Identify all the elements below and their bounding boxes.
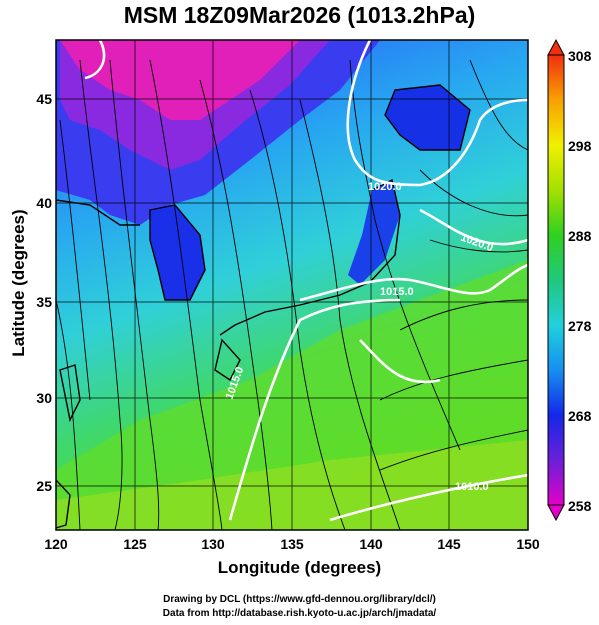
x-tick-label: 135 (280, 536, 304, 552)
x-tick-label: 120 (44, 536, 68, 552)
y-axis-label: Latitude (degrees) (9, 209, 28, 357)
x-tick-label: 130 (201, 536, 225, 552)
x-tick-label: 125 (123, 536, 147, 552)
y-tick-label: 45 (36, 91, 52, 107)
colorbar (547, 38, 565, 522)
x-tick-label: 140 (359, 536, 383, 552)
colorbar-tick-label: 298 (568, 138, 592, 154)
pressure-contours (84, 40, 528, 522)
y-tick-label: 35 (36, 294, 52, 310)
contour-label: 1010.0 (455, 481, 489, 493)
y-tick-label: 25 (36, 478, 52, 494)
colorbar-tick-label: 278 (568, 318, 592, 334)
colorbar-tick-label: 288 (568, 228, 592, 244)
x-tick-label: 150 (516, 536, 540, 552)
y-tick-label: 40 (36, 195, 52, 211)
grid-lines (56, 40, 528, 530)
credit-line-drawing: Drawing by DCL (https://www.gfd-dennou.o… (163, 594, 436, 605)
contour-label: 1015.0 (380, 286, 414, 298)
coastlines (56, 84, 471, 529)
plot-frame (55, 39, 529, 531)
y-tick-label: 30 (36, 390, 52, 406)
wind-streamlines (56, 59, 528, 530)
x-tick-label: 145 (437, 536, 461, 552)
colorbar-tick-label: 258 (568, 498, 592, 514)
contour-label: 1020.0 (368, 181, 402, 193)
page-title: MSM 18Z09Mar2026 (1013.2hPa) (123, 2, 476, 28)
colorbar-tick-label: 308 (568, 48, 592, 64)
colorbar-tick-label: 268 (568, 408, 592, 424)
x-axis-label: Longitude (degrees) (217, 558, 382, 577)
credit-line-data: Data from http://database.rish.kyoto-u.a… (162, 608, 437, 619)
